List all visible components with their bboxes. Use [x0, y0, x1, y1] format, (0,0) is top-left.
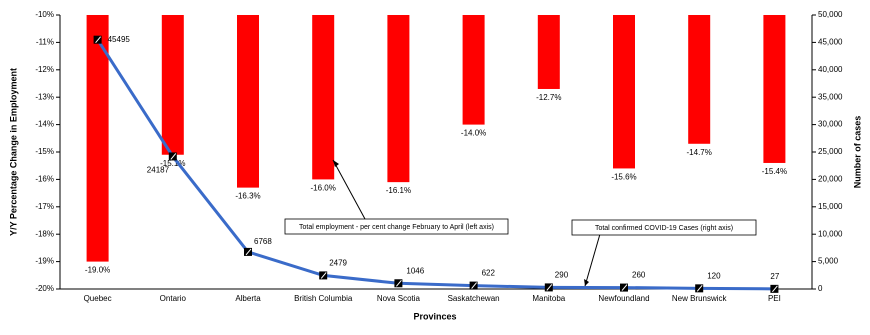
bar-value-label: -15.4%	[762, 167, 787, 176]
legend-label: Total employment - per cent change Febru…	[299, 224, 494, 231]
bar	[237, 15, 259, 188]
y2-tick-label: 45,000	[818, 38, 843, 47]
line-value-label: 24187	[147, 166, 170, 175]
marker-tick	[320, 272, 327, 279]
marker-tick	[170, 153, 177, 160]
line-value-label: 260	[632, 271, 646, 280]
x-tick-label: Alberta	[235, 294, 261, 303]
marker-tick	[546, 284, 553, 291]
line-value-label: 45495	[108, 35, 131, 44]
marker-tick	[621, 284, 628, 291]
y2-tick-label: 10,000	[818, 229, 843, 238]
line-value-label: 290	[555, 271, 569, 280]
bar	[688, 15, 711, 144]
bar	[161, 15, 184, 155]
marker-tick	[245, 248, 252, 256]
marker-tick	[696, 285, 703, 292]
bar	[387, 15, 410, 183]
y-tick-label: -16%	[35, 175, 54, 184]
y-tick-label: -14%	[35, 120, 54, 129]
arrow-head	[584, 279, 589, 286]
y-tick-label: -10%	[35, 10, 54, 19]
arrow-head	[333, 160, 339, 167]
y2-tick-label: 50,000	[818, 10, 843, 19]
y-tick-label: -17%	[35, 202, 54, 211]
y-tick-label: -12%	[35, 65, 54, 74]
y-tick-label: -19%	[35, 257, 54, 266]
y2-tick-label: 15,000	[818, 202, 843, 211]
marker-tick	[95, 36, 101, 44]
bar	[613, 15, 635, 169]
bar	[537, 15, 560, 89]
x-tick-label: British Columbia	[294, 294, 353, 303]
x-tick-label: Saskatchewan	[448, 294, 500, 303]
bar-value-label: -14.0%	[461, 129, 486, 138]
bar-value-label: -19.0%	[85, 266, 110, 275]
line-value-label: 6768	[254, 237, 272, 246]
line-value-label: 120	[707, 271, 721, 280]
x-tick-label: Newfoundland	[598, 294, 649, 303]
x-tick-label: Manitoba	[532, 294, 565, 303]
legend-box	[284, 218, 509, 235]
x-tick-label: Quebec	[84, 294, 112, 303]
y2-tick-label: 0	[818, 284, 823, 293]
line-value-label: 2479	[329, 259, 347, 268]
line-value-label: 622	[482, 269, 496, 278]
bar	[312, 15, 335, 180]
y-tick-label: -15%	[35, 147, 54, 156]
line-value-label: 1046	[406, 266, 424, 275]
legend-box	[571, 219, 757, 236]
x-axis-title: Provinces	[413, 311, 456, 321]
y-tick-label: -11%	[36, 38, 54, 47]
y2-tick-label: 20,000	[818, 175, 843, 184]
x-tick-label: Nova Scotia	[377, 294, 421, 303]
y-tick-label: -13%	[35, 92, 54, 101]
bar	[86, 15, 109, 262]
y2-tick-label: 35,000	[818, 92, 843, 101]
y-tick-label: -18%	[35, 229, 54, 238]
bar	[462, 15, 485, 125]
x-tick-label: Ontario	[160, 294, 187, 303]
y-axis-title: Y/Y Percentage Change in Employment	[8, 68, 18, 236]
bar-value-label: -14.7%	[687, 148, 712, 157]
y2-tick-label: 25,000	[818, 147, 843, 156]
line	[96, 38, 775, 291]
callout-arrow	[332, 159, 366, 220]
legend-label: Total confirmed COVID-19 Cases (right ax…	[595, 225, 733, 232]
y2-axis-title: Number of cases	[852, 116, 862, 189]
bar-value-label: -12.7%	[536, 93, 561, 102]
marker-tick	[396, 279, 402, 287]
x-tick-label: New Brunswick	[672, 294, 728, 303]
x-tick-label: PEI	[768, 294, 781, 303]
y2-tick-label: 40,000	[818, 65, 843, 74]
bar-value-label: -16.0%	[311, 184, 336, 193]
marker-tick	[471, 282, 477, 289]
y-tick-label: -20%	[35, 284, 54, 293]
bar-value-label: -15.1%	[160, 159, 185, 168]
y2-tick-label: 30,000	[818, 120, 843, 129]
bar-value-label: -16.3%	[235, 192, 260, 201]
callout-arrow	[584, 233, 601, 287]
bar	[763, 15, 786, 163]
bar-value-label: -15.6%	[611, 173, 636, 182]
bar-value-label: -16.1%	[386, 186, 411, 195]
y2-tick-label: 5,000	[818, 257, 839, 266]
marker-tick	[772, 285, 778, 293]
line-value-label: 27	[770, 272, 779, 281]
